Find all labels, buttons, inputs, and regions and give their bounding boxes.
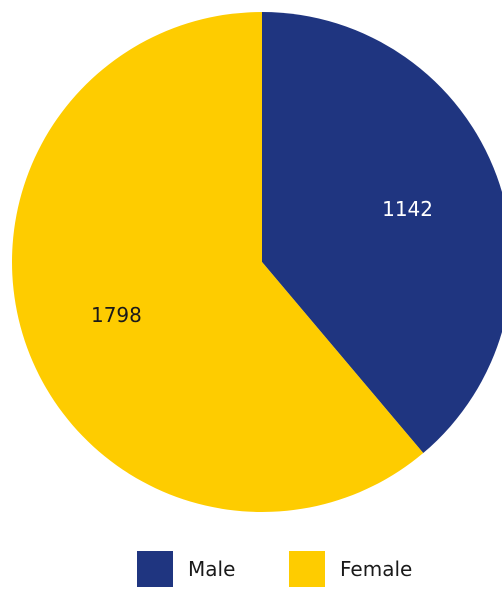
legend-swatch-female <box>289 551 325 587</box>
legend-label-female: Female <box>340 557 413 581</box>
legend-swatch-male <box>137 551 173 587</box>
pie-slice-male <box>262 12 502 454</box>
data-label-female: 1798 <box>91 303 142 327</box>
legend-label-male: Male <box>188 557 236 581</box>
data-label-male: 1142 <box>382 197 433 221</box>
pie-slice-female <box>12 12 424 512</box>
legend: Male Female <box>0 551 502 587</box>
